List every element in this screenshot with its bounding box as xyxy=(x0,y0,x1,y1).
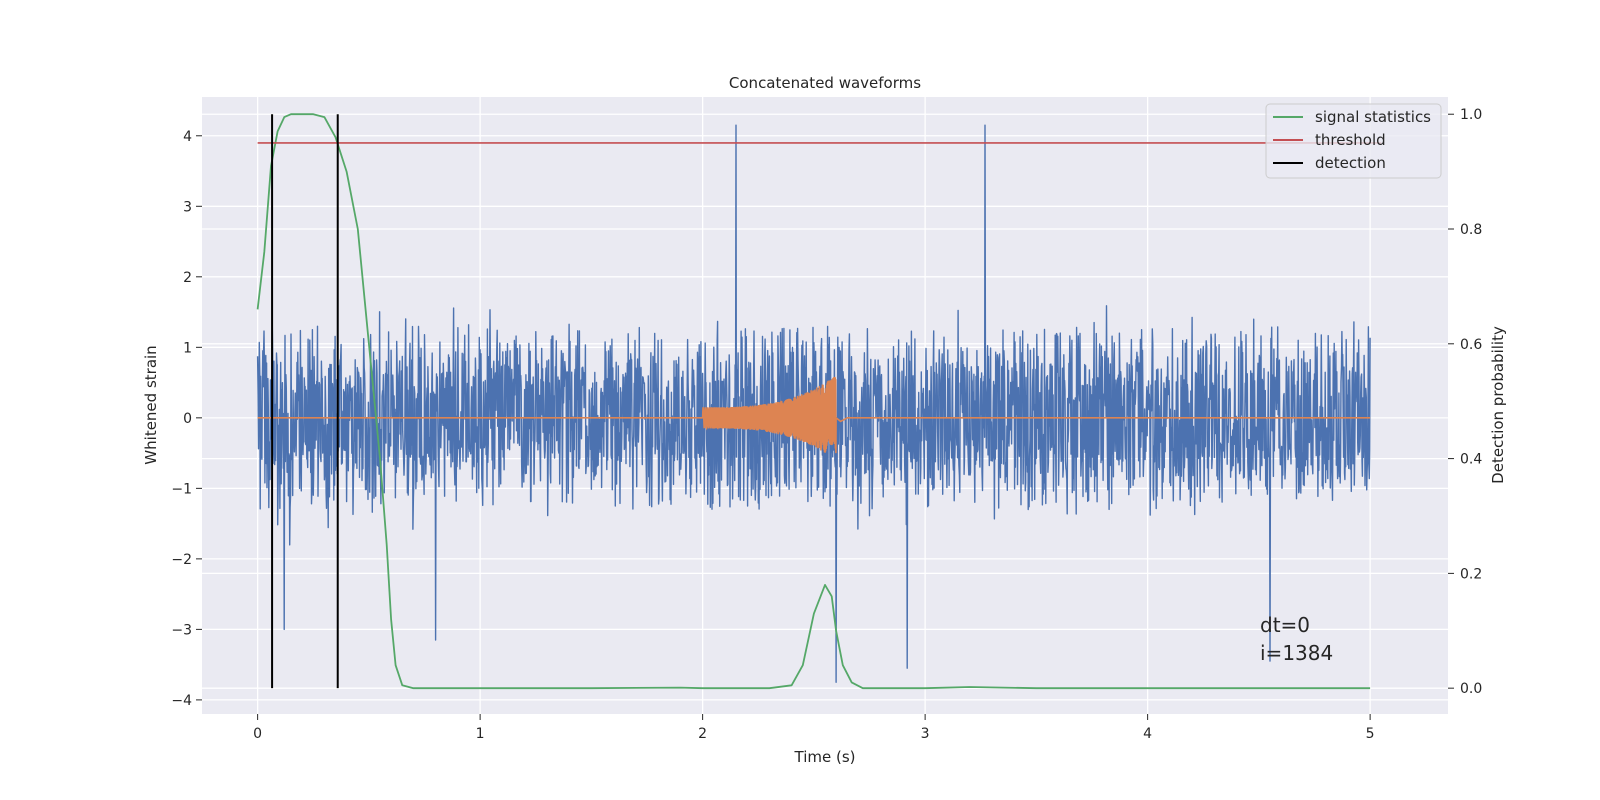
chart-title: Concatenated waveforms xyxy=(729,74,921,92)
y-tick-label: 4 xyxy=(183,129,192,145)
y-tick-label: 0 xyxy=(183,411,192,427)
y-tick-label: 1 xyxy=(183,340,192,356)
y-axis-label: Whitened strain xyxy=(142,345,160,464)
legend-box xyxy=(1265,103,1442,179)
chirp-series-line xyxy=(257,376,1371,454)
y2-tick-label: 0.2 xyxy=(1460,566,1482,582)
legend-label-detection: detection xyxy=(1315,154,1386,172)
x-tick-label: 0 xyxy=(253,726,262,742)
x-tick-label: 5 xyxy=(1366,726,1375,742)
x-tick-label: 1 xyxy=(476,726,485,742)
x-axis-label: Time (s) xyxy=(794,748,856,766)
y-tick-label: −4 xyxy=(171,693,192,709)
legend: signal statistics threshold detection xyxy=(1265,103,1442,179)
y2-tick-label: 0.4 xyxy=(1460,452,1482,468)
y-tick-label: −2 xyxy=(171,552,192,568)
y2-tick-label: 0.6 xyxy=(1460,337,1482,353)
y2-tick-label: 0.8 xyxy=(1460,222,1482,238)
legend-label-threshold: threshold xyxy=(1315,131,1386,149)
y-tick-label: 3 xyxy=(183,199,192,215)
annotation-index: i=1384 xyxy=(1260,641,1333,665)
y-tick-label: −3 xyxy=(171,622,192,638)
y2-tick-label: 1.0 xyxy=(1460,107,1482,123)
data-layer xyxy=(256,113,1382,690)
x-tick-label: 4 xyxy=(1143,726,1152,742)
signal-statistics-line xyxy=(256,113,1371,690)
y-tick-label: −1 xyxy=(171,481,192,497)
y-tick-label: 2 xyxy=(183,270,192,286)
x-tick-label: 2 xyxy=(698,726,707,742)
legend-label-signal-statistics: signal statistics xyxy=(1315,108,1431,126)
y2-axis-label: Detection probability xyxy=(1489,326,1507,484)
y2-tick-label: 0.0 xyxy=(1460,681,1482,697)
tick-layer: 0 1 2 3 4 5 −4 −3 −2 −1 0 1 2 3 4 0.0 0.2 0.4 0.6 0.8 1.0 xyxy=(171,107,1482,742)
x-tick-label: 3 xyxy=(921,726,930,742)
strain-series-line xyxy=(256,124,1371,683)
annotation-dt: dt=0 xyxy=(1260,613,1310,637)
